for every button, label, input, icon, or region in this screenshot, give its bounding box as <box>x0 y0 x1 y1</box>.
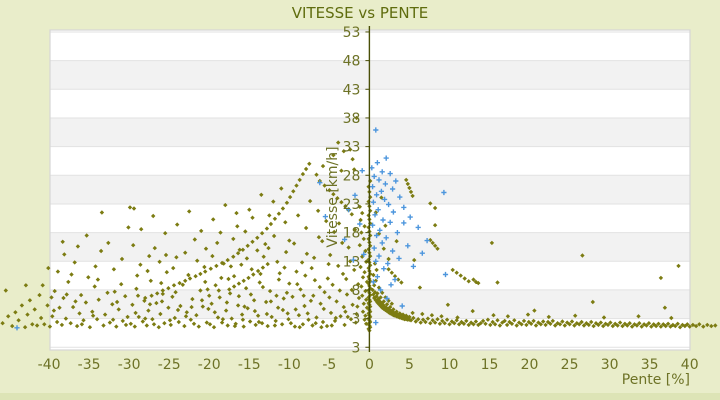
x-tick-label: 35 <box>641 357 659 373</box>
x-tick-label: -10 <box>278 357 301 373</box>
y-tick-label: 18 <box>343 226 361 242</box>
y-tick-label: 53 <box>343 25 361 41</box>
y-axis-bottom-edge-label: 3 <box>351 340 360 356</box>
x-tick-label: 5 <box>405 357 414 373</box>
x-tick-label: -20 <box>198 357 221 373</box>
chart-title: VITESSE vs PENTE <box>292 4 428 22</box>
x-tick-label: 15 <box>481 357 499 373</box>
y-tick-label: 23 <box>343 197 361 213</box>
y-tick-label: 33 <box>343 140 361 156</box>
y-tick-label: 13 <box>343 254 361 270</box>
x-tick-label: -15 <box>238 357 261 373</box>
x-tick-label: 20 <box>521 357 539 373</box>
data-points-serie-secondaire <box>14 127 449 331</box>
x-tick-label: -40 <box>38 357 61 373</box>
x-tick-label: 40 <box>681 357 699 373</box>
x-tick-label: 25 <box>561 357 579 373</box>
y-tick-label: 3 <box>351 312 360 328</box>
y-axis-label: Vitesse [km/h] <box>325 146 341 247</box>
x-tick-label: -35 <box>78 357 101 373</box>
x-axis-label: Pente [%] <box>622 372 690 388</box>
y-tick-label: 38 <box>343 111 361 127</box>
x-tick-label: 0 <box>365 357 374 373</box>
x-tick-label: -5 <box>322 357 336 373</box>
y-tick-label: 48 <box>343 54 361 70</box>
y-tick-label: 8 <box>351 283 360 299</box>
bottom-strip <box>0 393 720 400</box>
x-tick-label: -25 <box>158 357 181 373</box>
x-tick-label: -30 <box>118 357 141 373</box>
x-tick-label: 10 <box>441 357 459 373</box>
x-tick-label: 30 <box>601 357 619 373</box>
y-tick-label: 28 <box>343 168 361 184</box>
y-tick-label: 43 <box>343 82 361 98</box>
